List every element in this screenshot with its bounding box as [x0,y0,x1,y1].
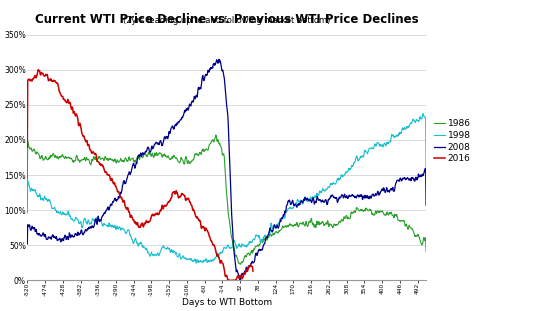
1986 [24,185,31,189]
Line: 1998: 1998 [28,114,426,263]
1986 [64,156,70,160]
2008 [148,148,155,152]
1998 [374,141,381,145]
2008 [232,264,239,268]
1998 [193,261,200,265]
1998 [232,242,239,246]
1998 [24,211,31,215]
1998 [135,244,141,248]
1986 [81,156,87,160]
X-axis label: Days to WTI Bottom: Days to WTI Bottom [182,298,272,307]
2016 [106,173,112,177]
2016 [71,110,78,114]
2016 [133,221,139,225]
1986 [423,249,430,253]
2008 [423,203,430,207]
Legend: 1986, 1998, 2008, 2016: 1986, 1998, 2008, 2016 [431,116,474,167]
2016 [35,68,41,72]
2008 [216,58,222,61]
2008 [24,242,31,246]
1998 [423,170,430,174]
1998 [148,252,155,256]
2016 [226,278,232,282]
1998 [64,213,70,216]
2008 [375,189,381,193]
1986 [237,262,244,266]
1998 [420,112,426,116]
Text: (2yrs leading up to and following market bottom): (2yrs leading up to and following market… [123,16,331,25]
2016 [170,190,177,194]
1986 [213,133,219,137]
2008 [81,230,87,234]
2016 [53,81,59,84]
Line: 2008: 2008 [28,59,426,280]
2016 [250,269,256,273]
1986 [232,254,239,258]
Line: 2016: 2016 [28,70,253,280]
Title: Current WTI Price Decline vs. Previous WTI Price Declines: Current WTI Price Decline vs. Previous W… [35,13,419,26]
1986 [135,156,141,160]
1986 [375,209,381,213]
1998 [81,217,87,220]
1986 [148,155,155,158]
2016 [24,146,31,149]
2008 [64,235,70,239]
2008 [236,278,243,282]
2008 [135,154,141,158]
Line: 1986: 1986 [28,135,426,264]
2016 [214,253,221,257]
